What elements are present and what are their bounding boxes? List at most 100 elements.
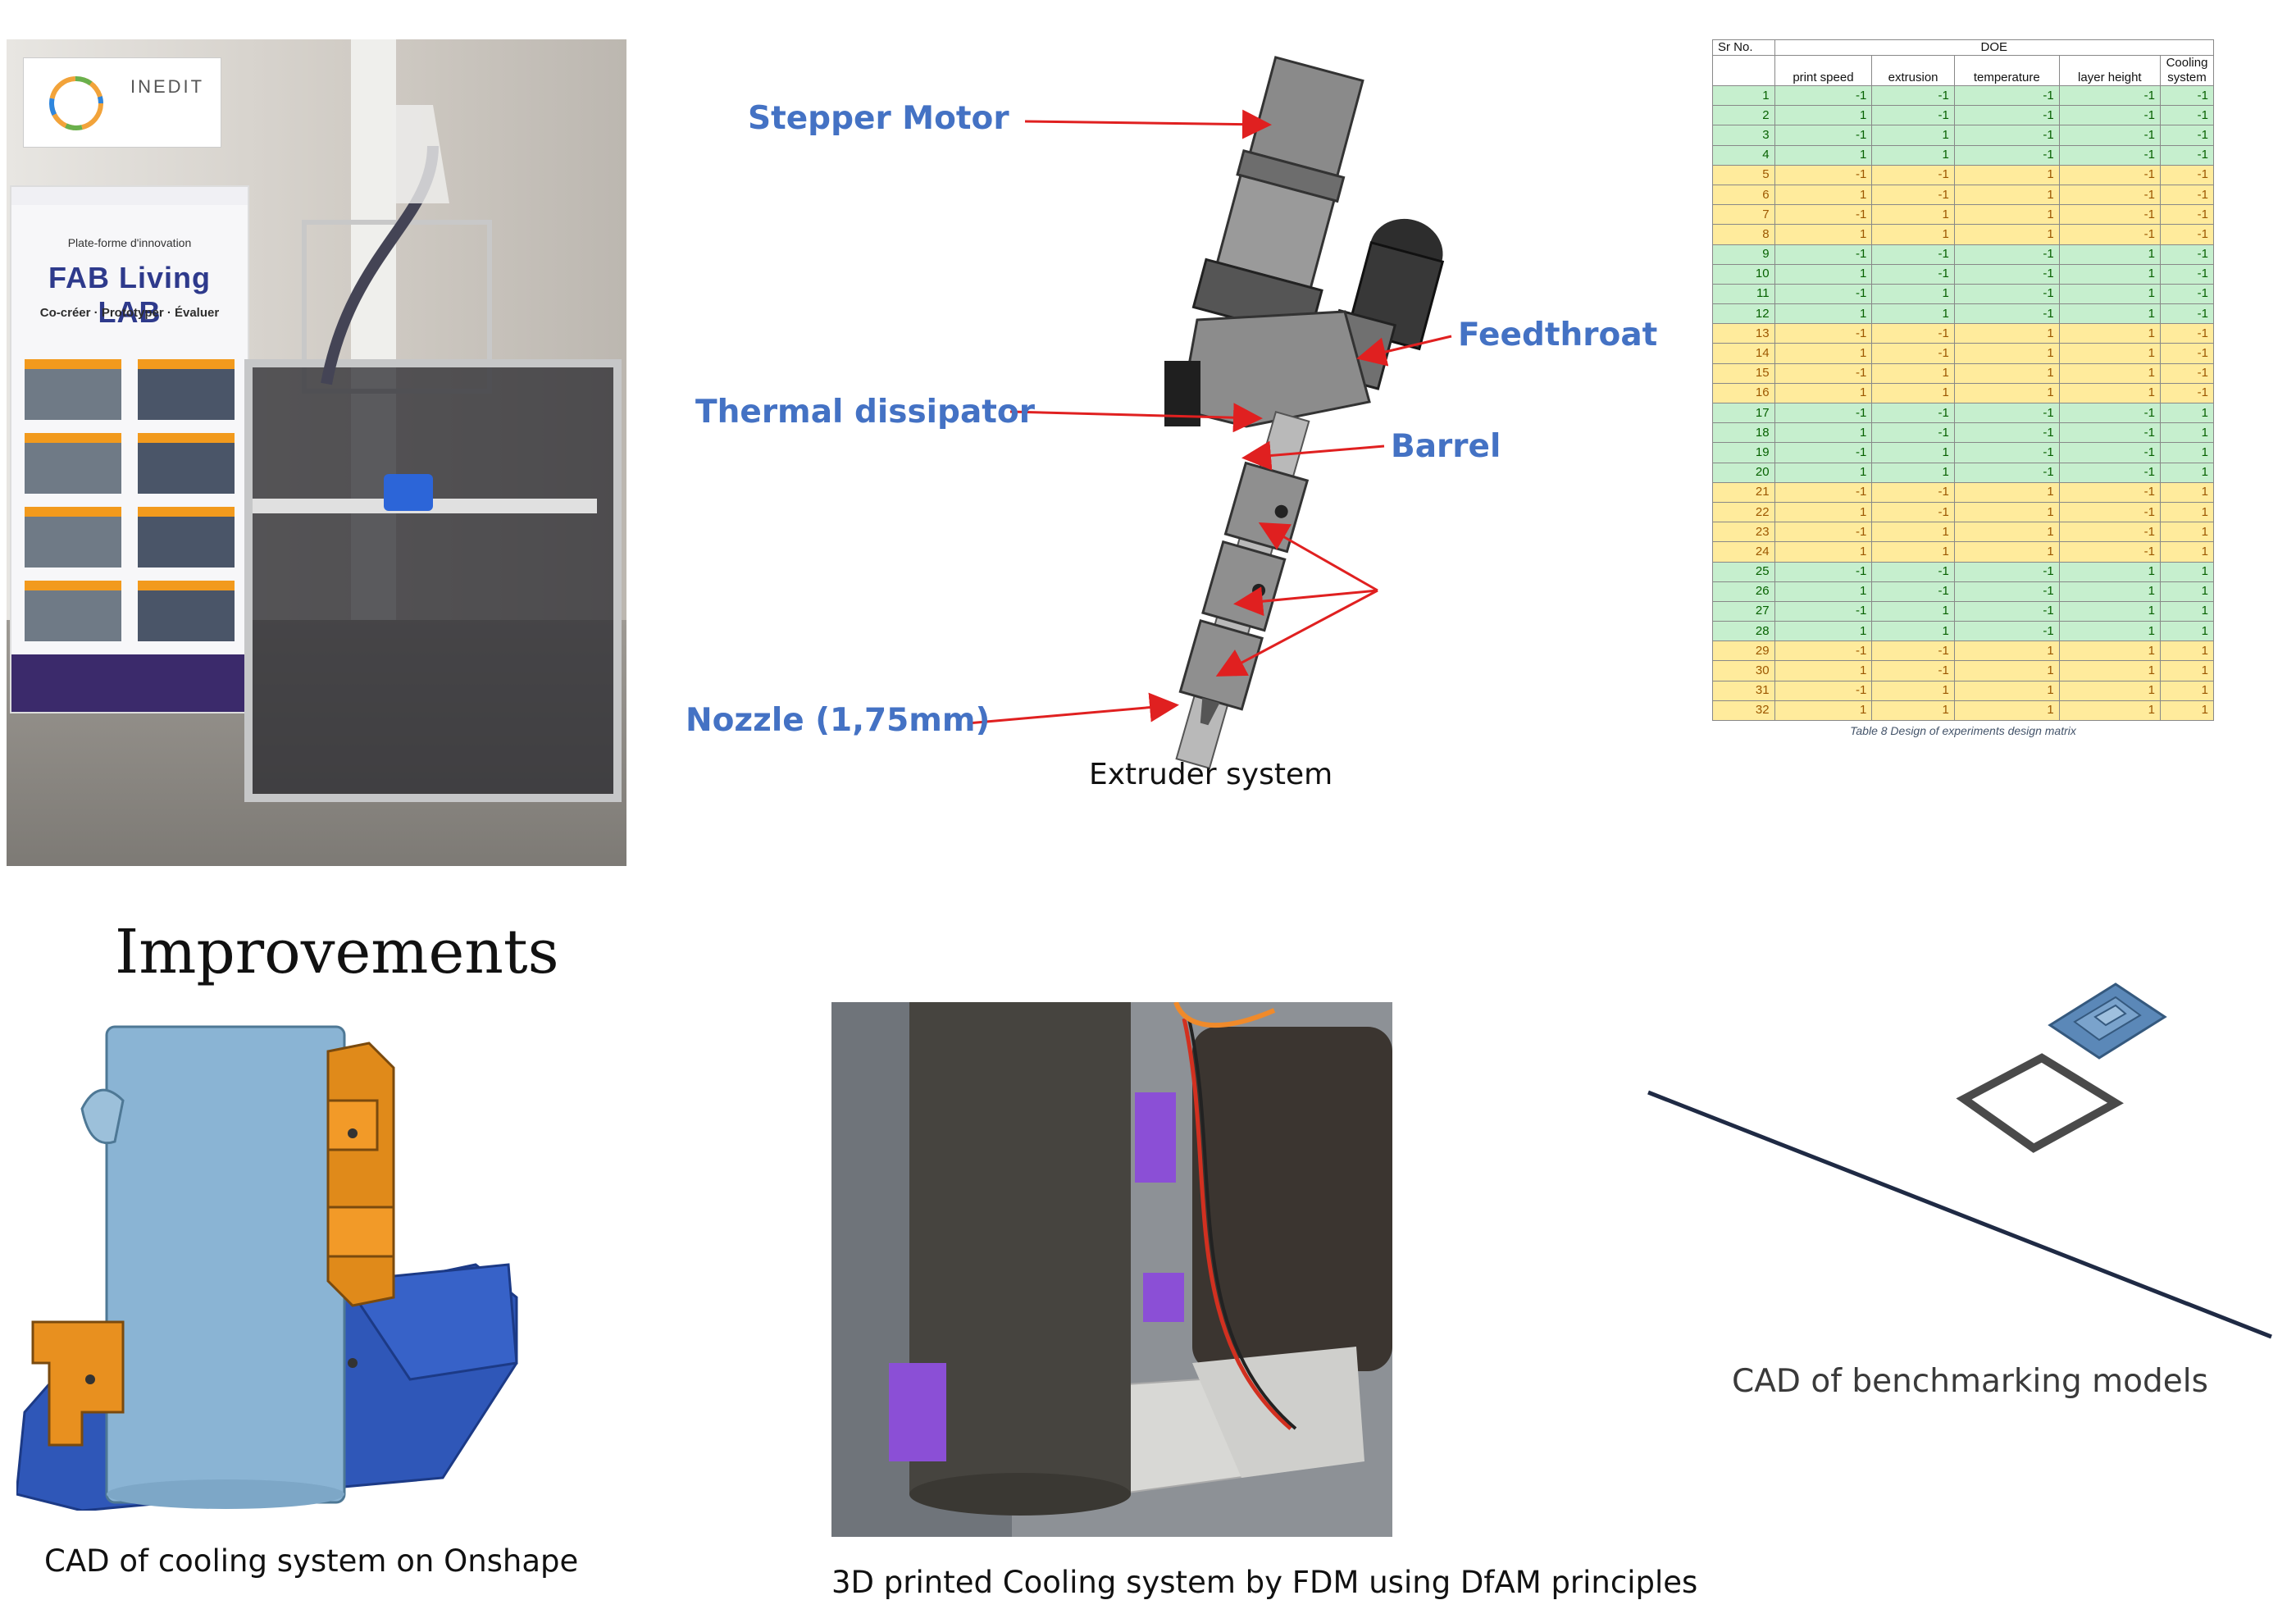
doe-cell-value: 1 [1774, 224, 1873, 245]
inedit-logo-icon [49, 76, 103, 130]
doe-table: Sr No. DOE print speed extrusion tempera… [1712, 39, 2215, 722]
doe-cell-value: 1 [2160, 640, 2214, 662]
inedit-logo-panel: INEDIT [23, 57, 221, 148]
benchmark-models-render [1640, 968, 2280, 1345]
doe-cell-value: -1 [2058, 84, 2162, 107]
doe-table-row: 25 -1 -1 -1 1 1 [1712, 561, 2214, 582]
doe-cell-value: 1 [2058, 700, 2162, 722]
doe-cell-value: -1 [2058, 481, 2162, 503]
doe-cell-sr-no: 8 [1712, 224, 1775, 245]
label-thermal-dissipator: Thermal dissipator [695, 394, 1035, 431]
doe-cell-sr-no: 19 [1712, 442, 1775, 463]
doe-table-row: 4 1 1 -1 -1 -1 [1712, 144, 2214, 166]
doe-cell-value: -1 [2160, 283, 2214, 305]
doe-cell-value: 1 [1774, 462, 1873, 483]
doe-cell-value: 1 [1871, 442, 1955, 463]
doe-cell-value: 1 [1953, 184, 2060, 206]
doe-cell-value: -1 [2058, 442, 2162, 463]
doe-cell-sr-no: 31 [1712, 680, 1775, 701]
doe-cell-value: -1 [1953, 402, 2060, 424]
doe-cell-value: -1 [2160, 204, 2214, 226]
doe-table-row: 11 -1 1 -1 1 -1 [1712, 283, 2214, 305]
doe-cell-value: -1 [1871, 640, 1955, 662]
doe-table-row: 9 -1 -1 -1 1 -1 [1712, 244, 2214, 265]
doe-cell-value: 1 [1871, 600, 1955, 622]
doe-cell-value: -1 [2058, 462, 2162, 483]
doe-cell-value: -1 [2160, 263, 2214, 285]
doe-cell-value: -1 [2160, 144, 2214, 166]
doe-cell-value: 1 [1953, 362, 2060, 384]
doe-cell-value: 1 [1871, 144, 1955, 166]
banner-tile [25, 433, 121, 494]
label-stepper-motor: Stepper Motor [748, 100, 1009, 137]
doe-cell-value: 1 [1774, 541, 1873, 563]
header-sr-no: Sr No. [1712, 39, 1775, 56]
doe-cell-value: -1 [1774, 402, 1873, 424]
doe-cell-value: 1 [2058, 343, 2162, 364]
doe-cell-value: 1 [2058, 680, 2162, 701]
doe-cell-value: 1 [2058, 581, 2162, 602]
doe-cell-value: 1 [1953, 343, 2060, 364]
doe-cell-sr-no: 27 [1712, 600, 1775, 622]
banner-brand: FAB Living LAB [48, 261, 211, 329]
doe-cell-value: 1 [1774, 144, 1873, 166]
doe-table-row: 6 1 -1 1 -1 -1 [1712, 184, 2214, 206]
doe-cell-value: -1 [1871, 481, 1955, 503]
doe-cell-value: -1 [1774, 680, 1873, 701]
header-col: temperature [1953, 55, 2060, 86]
doe-cell-value: -1 [2160, 323, 2214, 344]
doe-cell-value: -1 [2160, 125, 2214, 146]
extruder-drawing [967, 56, 1452, 770]
doe-cell-value: -1 [2058, 224, 2162, 245]
doe-cell-value: -1 [2160, 164, 2214, 185]
doe-cell-value: 1 [1871, 283, 1955, 305]
doe-cell-value: 1 [1774, 501, 1873, 523]
doe-cell-sr-no: 6 [1712, 184, 1775, 206]
extruder-diagram: Stepper Motor Feedthroat Thermal dissipa… [672, 49, 1657, 820]
cad-cooling-caption: CAD of cooling system on Onshape [44, 1543, 579, 1579]
doe-cell-value: 1 [1871, 680, 1955, 701]
doe-cell-value: 1 [2160, 600, 2214, 622]
doe-cell-value: 1 [1953, 700, 2060, 722]
doe-cell-value: -1 [2058, 402, 2162, 424]
banner-bottom-band [11, 654, 248, 712]
doe-cell-value: -1 [1871, 422, 1955, 444]
doe-cell-sr-no: 22 [1712, 501, 1775, 523]
banner-tile [138, 359, 235, 420]
doe-cell-sr-no: 30 [1712, 660, 1775, 681]
doe-cell-value: 1 [1953, 382, 2060, 404]
fab-living-lab-banner: Plate-forme d'innovation FAB Living LAB … [10, 185, 249, 713]
banner-tile [25, 581, 121, 641]
doe-cell-sr-no: 10 [1712, 263, 1775, 285]
doe-cell-sr-no: 4 [1712, 144, 1775, 166]
doe-table-row: 17 -1 -1 -1 -1 1 [1712, 402, 2214, 424]
doe-cell-value: 1 [1774, 660, 1873, 681]
doe-cell-sr-no: 26 [1712, 581, 1775, 602]
doe-table-row: 26 1 -1 -1 1 1 [1712, 581, 2214, 602]
doe-cell-sr-no: 13 [1712, 323, 1775, 344]
doe-table-row: 8 1 1 1 -1 -1 [1712, 224, 2214, 245]
printer-enclosure [244, 359, 622, 802]
doe-cell-value: -1 [1774, 442, 1873, 463]
doe-cell-value: -1 [1871, 343, 1955, 364]
arrow-barrel-section-2 [1233, 586, 1378, 617]
doe-table-row: 16 1 1 1 1 -1 [1712, 382, 2214, 404]
doe-cell-value: -1 [2058, 125, 2162, 146]
banner-tile [25, 507, 121, 568]
header-blank [1712, 55, 1775, 86]
doe-cell-value: -1 [1871, 402, 1955, 424]
extruder-housing [1179, 310, 1371, 428]
doe-cell-value: -1 [1953, 263, 2060, 285]
doe-cell-value: -1 [1953, 84, 2060, 107]
doe-cell-value: -1 [1774, 244, 1873, 265]
doe-table-caption: Table 8 Design of experiments design mat… [1850, 724, 2076, 737]
doe-cell-value: -1 [2058, 422, 2162, 444]
doe-table-row: 29 -1 -1 1 1 1 [1712, 640, 2214, 662]
doe-cell-value: 1 [1871, 303, 1955, 325]
doe-cell-value: 1 [2058, 323, 2162, 344]
doe-cell-value: 1 [1953, 481, 2060, 503]
printer-blue-part [384, 474, 433, 511]
improvements-heading: Improvements [115, 917, 559, 987]
doe-cell-sr-no: 11 [1712, 283, 1775, 305]
arrow-thermal-dissipator [1009, 403, 1263, 433]
